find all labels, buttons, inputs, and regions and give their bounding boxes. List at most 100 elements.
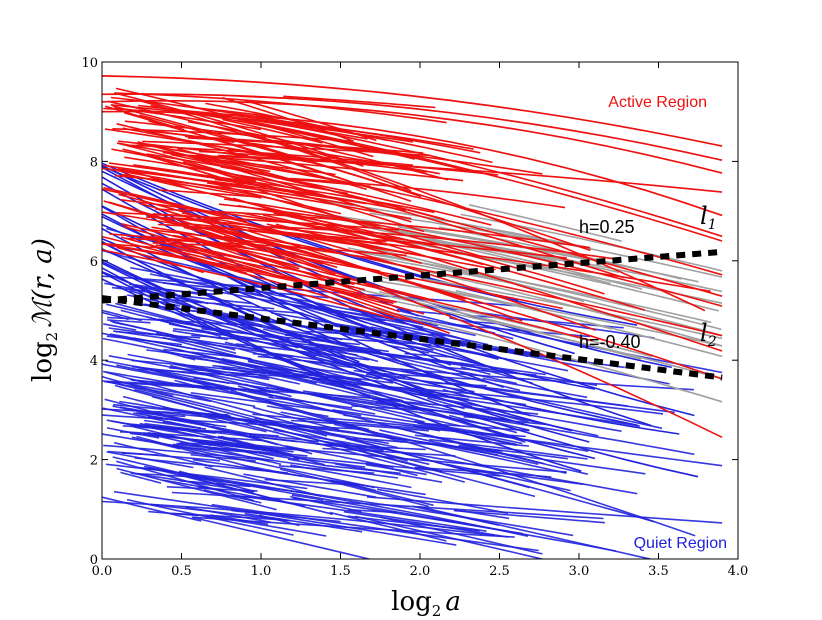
quiet-curve (102, 182, 695, 417)
quiet-curve (322, 447, 456, 457)
active-curve (116, 142, 271, 173)
quiet-curve (465, 467, 584, 485)
quiet-curve (102, 164, 575, 355)
threshold-2-letter: l (700, 319, 708, 347)
active-curve (270, 232, 567, 259)
active-curve (102, 249, 395, 321)
quiet-curve (213, 415, 466, 483)
active-curve (161, 246, 425, 315)
active-curve (241, 212, 325, 231)
active-curve (214, 178, 407, 212)
quiet-curve (169, 364, 274, 393)
quiet-curve (353, 437, 503, 452)
quiet-curve (252, 406, 340, 431)
active-curve (146, 153, 264, 174)
quiet-curve (351, 405, 435, 412)
quiet-curve (120, 309, 222, 338)
active-curve (102, 235, 408, 321)
quiet-curve (376, 488, 509, 515)
threshold-1-subscript: 1 (708, 217, 717, 233)
quiet-curve (273, 429, 638, 495)
quiet-region-label: Quiet Region (634, 535, 727, 552)
quiet-curve (116, 460, 254, 502)
quiet-curve (162, 350, 196, 361)
quiet-curve (108, 327, 263, 351)
quiet-curve (102, 271, 582, 472)
quiet-curve (247, 360, 622, 432)
active-curve (283, 95, 436, 109)
active-curve (190, 106, 274, 118)
quiet-curve (262, 328, 296, 338)
active-curve (182, 161, 266, 189)
active-curve (174, 151, 723, 297)
active-curve (109, 168, 235, 193)
quiet-curve (238, 307, 304, 315)
quiet-curve (174, 363, 229, 377)
quiet-curve (204, 466, 322, 497)
quiet-curve (115, 330, 201, 339)
x-tick-label: 2.5 (489, 564, 510, 579)
quiet-curve (103, 444, 270, 462)
transition-curve (369, 212, 563, 246)
quiet-curve (319, 443, 357, 448)
quiet-curve (434, 518, 477, 527)
active-curve (257, 119, 723, 238)
quiet-curve (458, 444, 568, 460)
quiet-curve (241, 450, 274, 460)
quiet-curve (387, 344, 430, 354)
quiet-curve (367, 496, 723, 524)
quiet-curve (102, 249, 485, 367)
x-tick-label: 0.0 (92, 564, 113, 579)
active-curve (208, 181, 484, 258)
quiet-curve (102, 165, 638, 326)
active-curve (145, 216, 387, 243)
x-tick-label: 3.0 (569, 564, 590, 579)
quiet-curve (102, 223, 499, 360)
quiet-curve (141, 366, 403, 443)
active-curve (263, 137, 344, 162)
active-curve (136, 142, 723, 276)
active-curve (102, 211, 301, 247)
quiet-curve (366, 371, 476, 380)
quiet-curve (290, 464, 412, 489)
active-curve (223, 235, 338, 269)
quiet-curve (285, 445, 394, 468)
active-curve (125, 237, 407, 257)
quiet-curve (243, 473, 377, 498)
active-curve (118, 193, 394, 279)
y-tick-label: 8 (90, 155, 98, 170)
transition-curve (358, 288, 642, 360)
active-curve (227, 149, 321, 161)
quiet-curve (150, 503, 289, 522)
quiet-curve (134, 457, 289, 474)
active-curve (112, 105, 422, 198)
x-tick-label: 1.0 (251, 564, 272, 579)
x-tick-label: 1.5 (330, 564, 351, 579)
quiet-curve (206, 313, 518, 385)
quiet-curve (290, 495, 362, 513)
quiet-curve (280, 468, 430, 508)
quiet-curve (154, 370, 246, 392)
quiet-curve (354, 446, 430, 466)
active-curve (110, 104, 414, 143)
active-curve (113, 92, 364, 168)
quiet-curve (205, 514, 327, 537)
active-curve (283, 120, 493, 164)
quiet-curve (143, 254, 276, 287)
quiet-curve (212, 425, 313, 455)
active-curve (115, 87, 374, 158)
transition-curve (486, 228, 723, 278)
active-curve (181, 222, 496, 271)
quiet-curve (222, 368, 266, 375)
quiet-curve (453, 509, 605, 524)
quiet-curve (126, 498, 294, 536)
threshold-1-h-label: h=0.25 (579, 217, 635, 237)
quiet-curve (205, 414, 279, 425)
quiet-curve (308, 343, 546, 376)
active-curve (103, 186, 248, 222)
threshold-line-1 (102, 248, 723, 304)
x-axis-title: log2 a (391, 587, 461, 620)
active-curve (286, 178, 371, 188)
quiet-curve (385, 314, 433, 325)
